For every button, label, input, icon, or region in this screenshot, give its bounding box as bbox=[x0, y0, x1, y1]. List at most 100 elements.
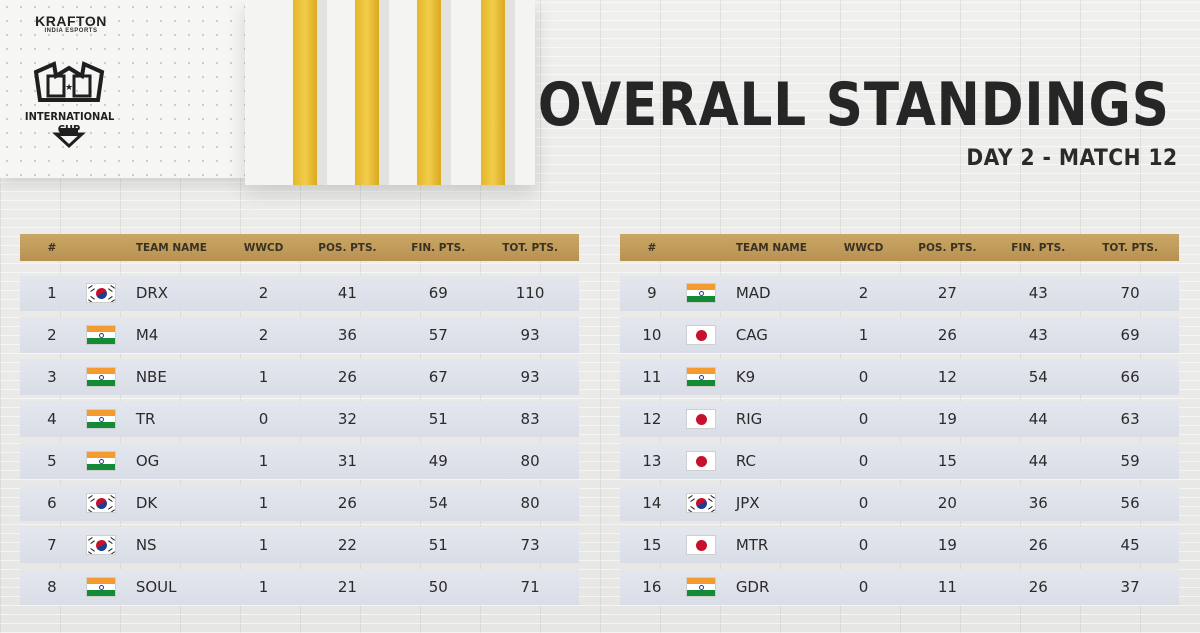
fin-pts-cell: 54 bbox=[995, 368, 1081, 386]
in-flag-icon bbox=[86, 367, 116, 387]
pos-pts-cell: 27 bbox=[900, 284, 996, 302]
flag-cell bbox=[84, 325, 118, 345]
table-row: 1 DRX 2 41 69 110 bbox=[20, 275, 579, 311]
flag-cell bbox=[84, 409, 118, 429]
pos-pts-cell: 19 bbox=[900, 536, 996, 554]
wwcd-cell: 1 bbox=[228, 536, 300, 554]
wwcd-cell: 0 bbox=[828, 536, 900, 554]
tot-pts-cell: 110 bbox=[481, 284, 579, 302]
fin-pts-cell: 50 bbox=[395, 578, 481, 596]
page-title: OVERALL STANDINGS bbox=[538, 70, 1170, 140]
flag-cell bbox=[684, 577, 718, 597]
pos-pts-cell: 19 bbox=[900, 410, 996, 428]
table-row: 7 NS 1 22 51 73 bbox=[20, 527, 579, 563]
tot-pts-cell: 70 bbox=[1081, 284, 1179, 302]
standings-table-left: # TEAM NAME WWCD POS. PTS. FIN. PTS. TOT… bbox=[20, 234, 579, 605]
col-wwcd-header: WWCD bbox=[828, 242, 900, 254]
fin-pts-cell: 43 bbox=[995, 326, 1081, 344]
table-row: 6 DK 1 26 54 80 bbox=[20, 485, 579, 521]
pos-pts-cell: 20 bbox=[900, 494, 996, 512]
wwcd-cell: 2 bbox=[228, 284, 300, 302]
col-team-header: TEAM NAME bbox=[718, 242, 828, 254]
jp-flag-icon bbox=[686, 409, 716, 429]
kr-flag-icon bbox=[86, 535, 116, 555]
rank-cell: 1 bbox=[20, 284, 84, 302]
tot-pts-cell: 80 bbox=[481, 494, 579, 512]
team-name-cell: K9 bbox=[718, 368, 828, 386]
rank-cell: 2 bbox=[20, 326, 84, 344]
jp-flag-icon bbox=[686, 451, 716, 471]
flag-cell bbox=[84, 283, 118, 303]
pos-pts-cell: 12 bbox=[900, 368, 996, 386]
fin-pts-cell: 51 bbox=[395, 410, 481, 428]
standings-table-right: # TEAM NAME WWCD POS. PTS. FIN. PTS. TOT… bbox=[620, 234, 1179, 605]
tot-pts-cell: 73 bbox=[481, 536, 579, 554]
pos-pts-cell: 15 bbox=[900, 452, 996, 470]
event-name: INTERNATIONAL CUP bbox=[25, 110, 113, 136]
table-row: 4 TR 0 32 51 83 bbox=[20, 401, 579, 437]
in-flag-icon bbox=[686, 283, 716, 303]
flag-cell bbox=[84, 577, 118, 597]
flag-cell bbox=[84, 535, 118, 555]
team-name-cell: RIG bbox=[718, 410, 828, 428]
col-pos-header: POS. PTS. bbox=[300, 242, 396, 254]
in-flag-icon bbox=[86, 409, 116, 429]
fin-pts-cell: 43 bbox=[995, 284, 1081, 302]
col-tot-header: TOT. PTS. bbox=[1081, 242, 1179, 254]
team-name-cell: MAD bbox=[718, 284, 828, 302]
table-header: # TEAM NAME WWCD POS. PTS. FIN. PTS. TOT… bbox=[20, 234, 579, 261]
table-row: 13 RC 0 15 44 59 bbox=[620, 443, 1179, 479]
rank-cell: 9 bbox=[620, 284, 684, 302]
table-header: # TEAM NAME WWCD POS. PTS. FIN. PTS. TOT… bbox=[620, 234, 1179, 261]
kr-flag-icon bbox=[86, 493, 116, 513]
tot-pts-cell: 83 bbox=[481, 410, 579, 428]
pos-pts-cell: 26 bbox=[300, 368, 396, 386]
flag-cell bbox=[84, 367, 118, 387]
pos-pts-cell: 32 bbox=[300, 410, 396, 428]
team-name-cell: RC bbox=[718, 452, 828, 470]
wwcd-cell: 0 bbox=[828, 452, 900, 470]
col-tot-header: TOT. PTS. bbox=[481, 242, 579, 254]
wwcd-cell: 0 bbox=[828, 368, 900, 386]
flag-cell bbox=[684, 451, 718, 471]
flag-cell bbox=[684, 367, 718, 387]
flag-cell bbox=[684, 535, 718, 555]
fin-pts-cell: 51 bbox=[395, 536, 481, 554]
team-name-cell: DK bbox=[118, 494, 228, 512]
col-wwcd-header: WWCD bbox=[228, 242, 300, 254]
col-fin-header: FIN. PTS. bbox=[395, 242, 481, 254]
rank-cell: 5 bbox=[20, 452, 84, 470]
krafton-logo: KRAFTON INDIA ESPORTS bbox=[26, 14, 116, 34]
rank-cell: 3 bbox=[20, 368, 84, 386]
tot-pts-cell: 66 bbox=[1081, 368, 1179, 386]
pos-pts-cell: 26 bbox=[900, 326, 996, 344]
team-name-cell: GDR bbox=[718, 578, 828, 596]
wwcd-cell: 1 bbox=[228, 452, 300, 470]
team-name-cell: OG bbox=[118, 452, 228, 470]
wwcd-cell: 1 bbox=[828, 326, 900, 344]
fin-pts-cell: 44 bbox=[995, 410, 1081, 428]
table-row: 12 RIG 0 19 44 63 bbox=[620, 401, 1179, 437]
fin-pts-cell: 57 bbox=[395, 326, 481, 344]
team-name-cell: CAG bbox=[718, 326, 828, 344]
wwcd-cell: 0 bbox=[828, 410, 900, 428]
flag-cell bbox=[684, 325, 718, 345]
in-flag-icon bbox=[86, 325, 116, 345]
gold-stripes-decoration bbox=[245, 0, 535, 185]
flag-cell bbox=[684, 493, 718, 513]
col-rank-header: # bbox=[620, 242, 684, 254]
fin-pts-cell: 67 bbox=[395, 368, 481, 386]
team-name-cell: M4 bbox=[118, 326, 228, 344]
pos-pts-cell: 26 bbox=[300, 494, 396, 512]
team-name-cell: NS bbox=[118, 536, 228, 554]
in-flag-icon bbox=[686, 577, 716, 597]
col-pos-header: POS. PTS. bbox=[900, 242, 996, 254]
pos-pts-cell: 41 bbox=[300, 284, 396, 302]
fin-pts-cell: 69 bbox=[395, 284, 481, 302]
tot-pts-cell: 71 bbox=[481, 578, 579, 596]
in-flag-icon bbox=[86, 451, 116, 471]
rank-cell: 7 bbox=[20, 536, 84, 554]
table-row: 9 MAD 2 27 43 70 bbox=[620, 275, 1179, 311]
rank-cell: 12 bbox=[620, 410, 684, 428]
rank-cell: 14 bbox=[620, 494, 684, 512]
